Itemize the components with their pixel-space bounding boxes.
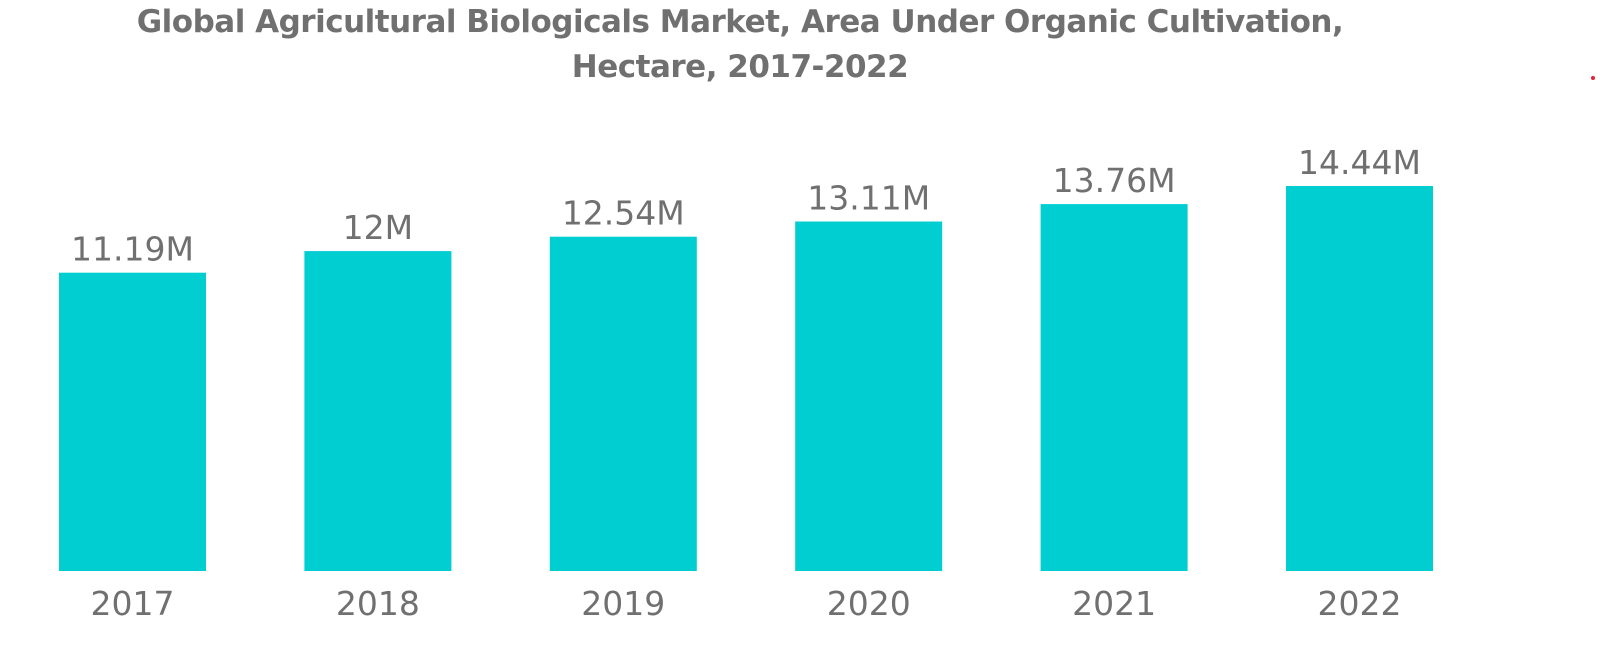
bar-2020 (795, 221, 943, 571)
x-tick-label-2022: 2022 (1318, 584, 1402, 623)
bar-2019 (549, 236, 697, 571)
x-tick-label-2019: 2019 (581, 584, 665, 623)
bar-2017 (59, 272, 206, 571)
data-label-2018: 12M (343, 208, 413, 247)
data-label-2022: 14.44M (1298, 143, 1421, 182)
bar-2018 (304, 251, 452, 571)
chart-title-line-2: Hectare, 2017-2022 (571, 49, 909, 85)
x-tick-label-2017: 2017 (91, 584, 175, 623)
bar-2022 (1286, 186, 1433, 571)
data-label-2021: 13.76M (1053, 161, 1176, 200)
x-tick-label-2020: 2020 (827, 584, 911, 623)
data-label-2020: 13.11M (807, 179, 930, 218)
data-label-2019: 12.54M (562, 194, 685, 233)
chart-title-line-1: Global Agricultural Biologicals Market, … (136, 4, 1344, 40)
x-tick-label-2021: 2021 (1072, 584, 1156, 623)
x-tick-label-2018: 2018 (336, 584, 420, 623)
data-label-2017: 11.19M (71, 230, 194, 269)
bar-2021 (1040, 204, 1188, 571)
chart-title: Global Agricultural Biologicals Market, … (0, 0, 1480, 90)
accent-dot (1591, 76, 1595, 80)
